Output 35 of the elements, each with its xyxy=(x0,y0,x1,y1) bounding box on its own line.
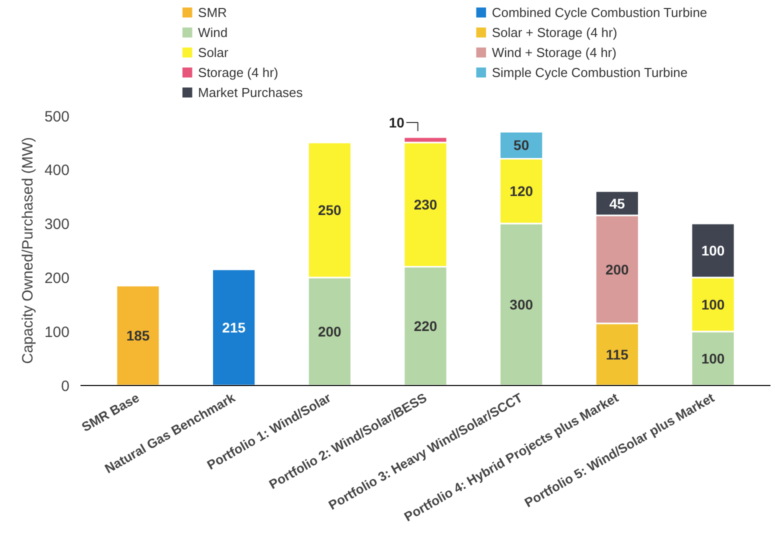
legend-label: Solar xyxy=(198,45,230,60)
legend-label: Solar + Storage (4 hr) xyxy=(492,25,618,40)
y-axis-title: Capacity Owned/Purchased (MW) xyxy=(19,137,36,364)
legend-label: Simple Cycle Combustion Turbine xyxy=(492,65,688,80)
y-tick-label: 0 xyxy=(61,378,70,395)
y-tick-label: 100 xyxy=(44,324,70,341)
data-label: 100 xyxy=(701,350,725,366)
bar xyxy=(116,284,160,386)
data-label: 200 xyxy=(605,261,630,278)
annotation: 10 xyxy=(388,114,405,131)
data-label: 100 xyxy=(701,296,725,312)
data-label: 250 xyxy=(318,202,342,218)
y-tick-label: 300 xyxy=(44,216,70,233)
data-label: 100 xyxy=(701,242,725,258)
data-label: 115 xyxy=(606,346,629,362)
data-label: 300 xyxy=(510,296,534,312)
legend-label: Storage (4 hr) xyxy=(198,65,278,80)
data-label: 230 xyxy=(414,196,438,213)
y-tick-label: 500 xyxy=(44,108,70,126)
legend-label: Combined Cycle Combustion Turbine xyxy=(492,5,708,20)
legend-label: Market Purchases xyxy=(198,85,304,100)
data-label: 220 xyxy=(414,318,438,334)
x-tick-label: SMR Base xyxy=(79,390,142,435)
legend-label: Wind xyxy=(198,25,228,40)
data-label: 185 xyxy=(126,328,150,344)
legend-label: SMR xyxy=(198,5,227,20)
data-label: 200 xyxy=(318,324,342,340)
y-tick-label: 400 xyxy=(44,162,70,179)
bar xyxy=(212,268,256,386)
data-label: 120 xyxy=(510,183,534,200)
legend-label: Wind + Storage (4 hr) xyxy=(492,45,616,60)
data-label: 50 xyxy=(514,137,530,154)
y-tick-label: 200 xyxy=(44,270,70,287)
data-label: 215 xyxy=(222,319,246,336)
data-label: 45 xyxy=(609,195,626,212)
